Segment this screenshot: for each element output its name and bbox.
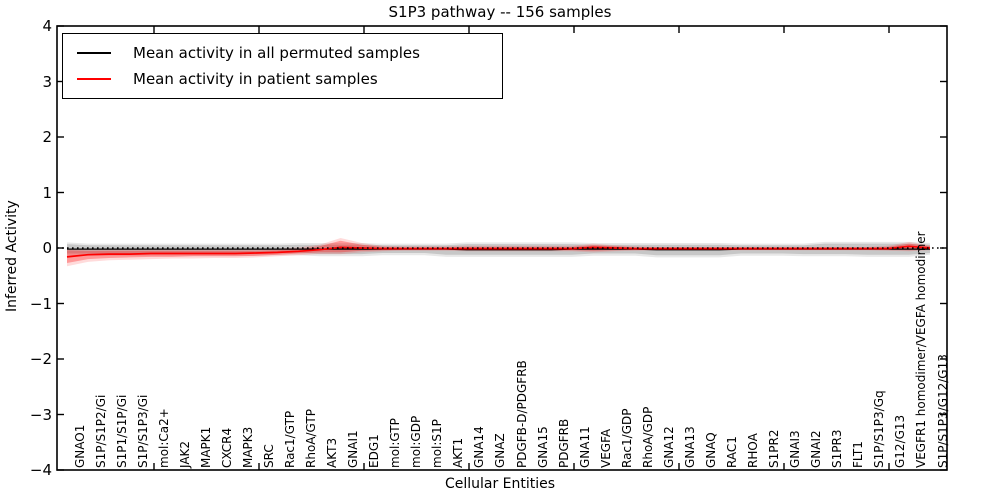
x-category-label: GNAQ [703, 432, 718, 468]
x-category-label: Rac1/GDP [619, 408, 634, 468]
y-tick-label: −2 [29, 350, 52, 368]
x-category-label: S1P/S1P3/Gq [872, 390, 887, 468]
chart-title: S1P3 pathway -- 156 samples [388, 3, 612, 21]
x-category-label: PDGFB-D/PDGFRB [514, 360, 529, 468]
x-category-label: RAC1 [725, 436, 739, 468]
patient-line-swatch-icon [77, 78, 111, 80]
x-category-label: RhoA/GTP [304, 409, 319, 468]
x-category-label: GNA13 [682, 426, 697, 468]
legend-row-patient: Mean activity in patient samples [77, 66, 502, 92]
x-category-label: VEGFA [598, 428, 613, 468]
x-category-label: mol:GDP [409, 415, 424, 468]
legend: Mean activity in all permuted samples Me… [62, 33, 503, 99]
y-tick-label: 1 [42, 183, 52, 202]
x-category-label: AKT3 [325, 437, 340, 468]
x-category-label: S1P/S1P2/Gi [93, 394, 108, 468]
x-category-label: EDG1 [367, 434, 382, 468]
y-tick-label: −1 [29, 294, 52, 313]
x-category-label: GNA11 [577, 426, 592, 468]
legend-label-patient: Mean activity in patient samples [133, 70, 378, 88]
legend-label-permuted: Mean activity in all permuted samples [133, 44, 420, 62]
x-category-label: GNAI1 [346, 430, 361, 468]
x-category-label: AKT1 [451, 437, 466, 468]
x-category-label: S1P/S1P3/Gi [135, 394, 150, 468]
x-category-label: mol:S1P [430, 419, 445, 468]
x-category-label: GNAI3 [788, 430, 803, 468]
x-category-label: GNA12 [661, 426, 676, 468]
x-category-label: GNAZ [493, 433, 508, 468]
x-category-label: Rac1/GTP [282, 410, 297, 468]
x-category-label: RhoA/GDP [640, 406, 655, 468]
x-category-label: GNA15 [535, 426, 550, 468]
y-tick-label: −3 [29, 405, 52, 424]
x-category-label: MAPK1 [198, 426, 213, 468]
x-category-label: MAPK3 [240, 426, 255, 468]
x-category-label: JAK2 [177, 440, 192, 468]
x-category-label: mol:Ca2+ [156, 408, 171, 468]
x-category-label: SRC [261, 444, 276, 468]
patient-inner-band [67, 240, 930, 263]
x-category-label: G12/G13 [893, 414, 908, 468]
x-category-label: GNAI2 [809, 430, 824, 468]
y-tick-label: −4 [29, 461, 52, 479]
x-category-label: RHOA [746, 433, 761, 468]
x-category-label: VEGFR1 homodimer/VEGFA homodimer [914, 231, 929, 468]
y-tick-label: 0 [42, 239, 52, 257]
x-category-label: PDGFRB [556, 418, 571, 468]
x-category-label: GNAO1 [72, 424, 87, 468]
x-category-label: CXCR4 [219, 427, 234, 468]
x-category-label: S1P/S1P3/G12/G13 [935, 354, 950, 468]
x-category-label: S1PR2 [767, 429, 782, 468]
x-category-label: S1PR3 [830, 429, 845, 468]
x-category-label: GNA14 [472, 426, 487, 468]
x-category-label: FLT1 [851, 441, 866, 468]
x-category-label: mol:GTP [388, 418, 403, 468]
y-tick-label: 4 [42, 17, 52, 35]
y-tick-label: 2 [42, 128, 52, 146]
legend-row-permuted: Mean activity in all permuted samples [77, 40, 502, 66]
x-category-label: S1P1/S1P/Gi [114, 394, 129, 468]
y-tick-label: 3 [42, 72, 52, 91]
patient-outer-band [67, 238, 930, 267]
x-axis-label: Cellular Entities [444, 476, 556, 492]
permuted-line-swatch-icon [77, 52, 111, 54]
